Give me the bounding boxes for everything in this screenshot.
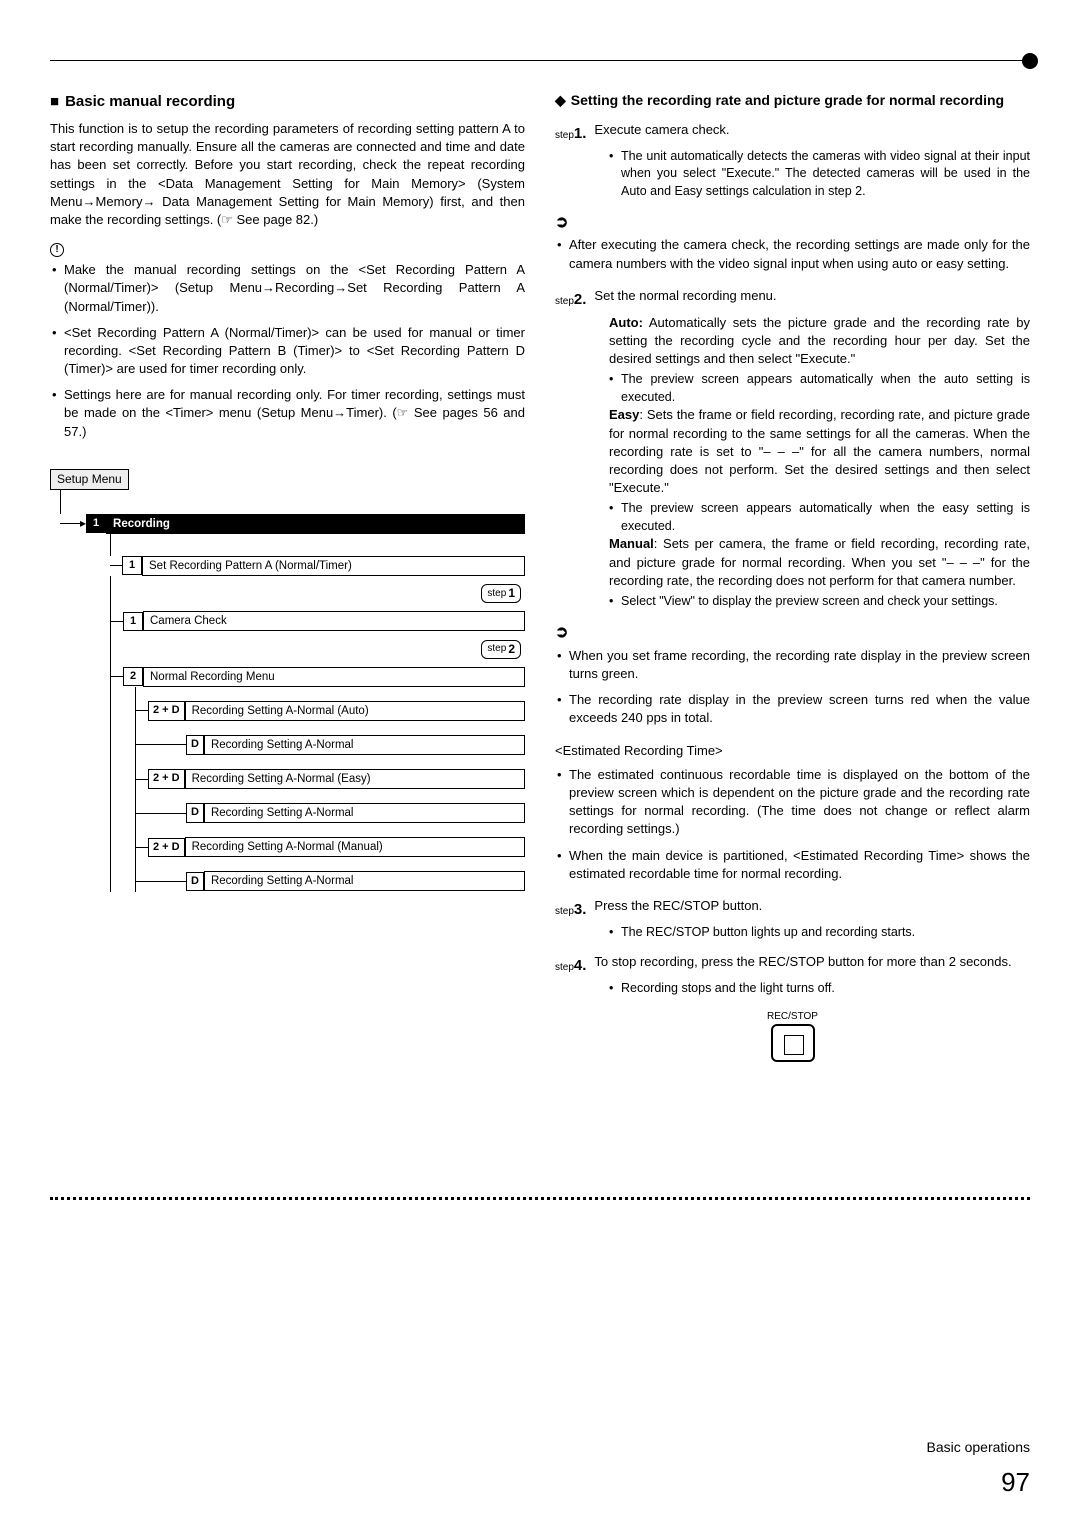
- ert-item: When the main device is partitioned, <Es…: [555, 847, 1030, 883]
- step-sub: Recording stops and the light turns off.: [609, 980, 1030, 998]
- step-label: step2.: [555, 289, 586, 310]
- ert-item: The estimated continuous recordable time…: [555, 766, 1030, 839]
- intro-paragraph: This function is to setup the recording …: [50, 120, 525, 229]
- step-title: Execute camera check.: [594, 121, 1030, 144]
- section-heading: Basic manual recording: [50, 91, 525, 112]
- note-arrow-icon: ➲: [555, 212, 1030, 234]
- tree-tag: D: [186, 735, 204, 754]
- rec-stop-button-icon: [771, 1024, 815, 1062]
- note-item: <Set Recording Pattern A (Normal/Timer)>…: [50, 324, 525, 379]
- normal-menu-num: 2: [123, 667, 143, 686]
- note-item: The recording rate display in the previe…: [555, 691, 1030, 727]
- manual-def: Manual: Sets per camera, the frame or fi…: [609, 535, 1030, 590]
- note-item: When you set frame recording, the record…: [555, 647, 1030, 683]
- step-4: step4. To stop recording, press the REC/…: [555, 953, 1030, 998]
- note-block: After executing the camera check, the re…: [555, 236, 1030, 272]
- tree-item: Set Recording Pattern A (Normal/Timer): [142, 556, 525, 576]
- ert-heading: <Estimated Recording Time>: [555, 742, 1030, 760]
- step-title: To stop recording, press the REC/STOP bu…: [594, 953, 1030, 976]
- footer-label: Basic operations: [920, 1438, 1030, 1458]
- step-title: Set the normal recording menu.: [594, 287, 1030, 310]
- tree-section: Recording: [106, 514, 525, 534]
- camera-check: Camera Check: [143, 611, 525, 631]
- note-block: When you set frame recording, the record…: [555, 647, 1030, 728]
- auto-sub: The preview screen appears automatically…: [609, 371, 1030, 406]
- step-1: step1. Execute camera check. The unit au…: [555, 121, 1030, 201]
- step-label: step3.: [555, 899, 586, 920]
- left-column: Basic manual recording This function is …: [50, 91, 525, 1067]
- tree-leaf: Recording Setting A-Normal: [204, 871, 525, 891]
- rec-button-figure: REC/STOP: [555, 1010, 1030, 1067]
- page-number: 97: [1001, 1464, 1030, 1500]
- step-title: Press the REC/STOP button.: [594, 897, 1030, 920]
- top-rule: [50, 60, 1030, 61]
- camera-check-num: 1: [123, 612, 143, 631]
- footer-rule: [50, 1197, 1030, 1200]
- tree-tag: 2 + D: [148, 769, 185, 788]
- easy-def: Easy: Sets the frame or field recording,…: [609, 406, 1030, 497]
- easy-sub: The preview screen appears automatically…: [609, 500, 1030, 535]
- step-badge-1: step 1: [481, 584, 521, 603]
- tree-tag: 2 + D: [148, 838, 185, 857]
- right-column: Setting the recording rate and picture g…: [555, 91, 1030, 1067]
- step-2: step2. Set the normal recording menu. Au…: [555, 287, 1030, 611]
- caution-icon: !: [50, 243, 64, 257]
- menu-tree-diagram: Setup Menu ▸ 1 Recording 1 Set Recording…: [50, 469, 525, 893]
- ert-list: The estimated continuous recordable time…: [555, 766, 1030, 883]
- tree-leaf: Recording Setting A-Normal (Manual): [185, 837, 525, 857]
- tree-tag: D: [186, 872, 204, 891]
- note-arrow-icon: ➲: [555, 622, 1030, 644]
- rule-dot: [1022, 53, 1038, 69]
- normal-menu: Normal Recording Menu: [143, 667, 525, 687]
- step-sub: The REC/STOP button lights up and record…: [609, 924, 1030, 942]
- tree-tag: D: [186, 803, 204, 822]
- manual-sub: Select "View" to display the preview scr…: [609, 593, 1030, 611]
- step-badge-2: step 2: [481, 640, 521, 659]
- tree-leaf: Recording Setting A-Normal (Easy): [185, 769, 525, 789]
- tree-tag: 2 + D: [148, 701, 185, 720]
- rec-stop-label: REC/STOP: [555, 1010, 1030, 1024]
- procedure-heading: Setting the recording rate and picture g…: [555, 91, 1030, 111]
- tree-leaf: Recording Setting A-Normal: [204, 735, 525, 755]
- tree-section-num: 1: [86, 514, 106, 533]
- auto-def: Auto: Automatically sets the picture gra…: [609, 314, 1030, 369]
- step-label: step4.: [555, 955, 586, 976]
- note-item: Settings here are for manual recording o…: [50, 386, 525, 441]
- step-sub: The unit automatically detects the camer…: [609, 148, 1030, 201]
- note-item: After executing the camera check, the re…: [555, 236, 1030, 272]
- note-item: Make the manual recording settings on th…: [50, 261, 525, 316]
- tree-item-num: 1: [122, 556, 142, 575]
- caution-list: Make the manual recording settings on th…: [50, 261, 525, 441]
- step-label: step1.: [555, 123, 586, 144]
- step-3: step3. Press the REC/STOP button. The RE…: [555, 897, 1030, 942]
- tree-leaf: Recording Setting A-Normal: [204, 803, 525, 823]
- tree-leaf: Recording Setting A-Normal (Auto): [185, 701, 525, 721]
- two-column-layout: Basic manual recording This function is …: [50, 91, 1030, 1067]
- tree-root: Setup Menu: [50, 469, 129, 490]
